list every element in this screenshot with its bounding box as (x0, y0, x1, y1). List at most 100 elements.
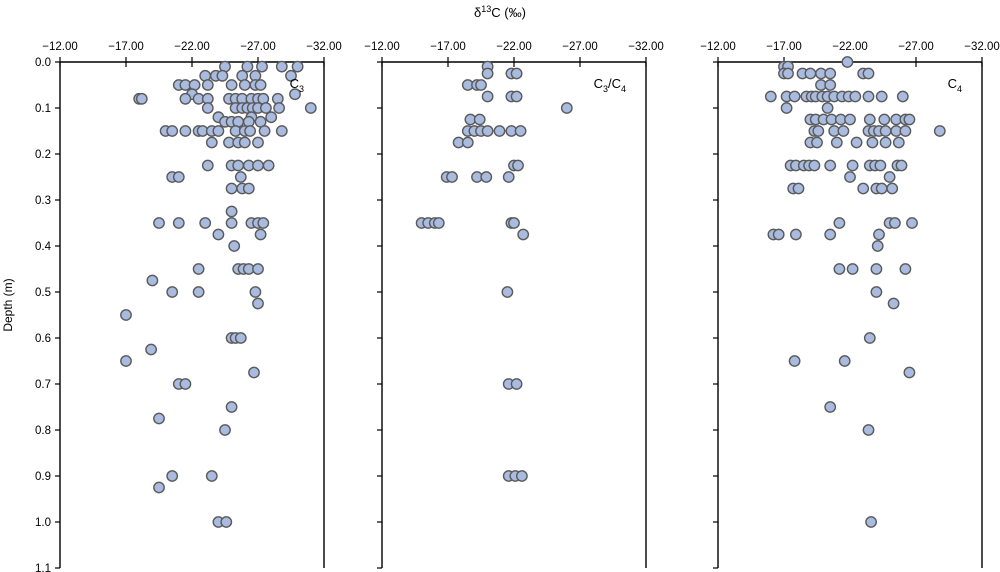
y-tick-label: 0.9 (35, 471, 51, 483)
panels-layer: −12.00 −17.00 −22.00 −27.00 −32.00 0.0 0.1 0.2 0… (35, 41, 1000, 572)
data-point (153, 412, 165, 425)
data-point (481, 67, 494, 80)
data-point (242, 182, 255, 195)
data-point (830, 136, 843, 149)
data-point (199, 217, 212, 229)
data-point (510, 67, 523, 80)
data-point (886, 182, 899, 195)
data-point (244, 125, 257, 137)
y-tick-label: 0.4 (35, 241, 52, 253)
data-point (772, 228, 785, 241)
data-point (804, 67, 817, 80)
data-point (782, 67, 794, 80)
data-point (863, 113, 876, 126)
data-point (172, 171, 185, 183)
data-point (510, 378, 523, 390)
data-point (201, 159, 214, 172)
data-point (304, 102, 317, 114)
data-point (560, 102, 573, 114)
x-tick-label: −12.00 (364, 41, 400, 53)
data-point (514, 125, 527, 137)
data-point (874, 159, 887, 172)
x-tick-label: −32.00 (628, 41, 664, 53)
x-tick-label: −12.00 (42, 41, 78, 53)
panel-label-main: C (948, 76, 957, 91)
data-point (254, 79, 267, 91)
data-point (232, 159, 245, 172)
data-point (512, 159, 524, 172)
data-point (179, 378, 192, 390)
data-point (812, 125, 825, 137)
data-point (833, 217, 846, 229)
data-point (870, 286, 883, 298)
data-point (903, 113, 916, 126)
x-tick-label: −17.00 (430, 41, 466, 53)
data-point (135, 92, 148, 105)
data-point (493, 125, 506, 137)
data-point (241, 60, 254, 73)
data-point (899, 125, 912, 137)
data-point (501, 286, 514, 298)
data-point (120, 355, 132, 367)
data-point (473, 113, 486, 126)
data-point (225, 401, 238, 413)
x-tick-label: −22.00 (496, 41, 532, 53)
data-point (896, 90, 909, 103)
data-point (238, 79, 251, 91)
data-point (821, 102, 834, 114)
data-point (862, 67, 875, 80)
data-point (857, 182, 870, 195)
data-point (873, 228, 885, 241)
data-point (285, 69, 297, 82)
data-point (899, 263, 912, 275)
y-tick-label: 0.1 (35, 103, 51, 115)
x-tick-label: −27.00 (240, 41, 276, 53)
data-point (446, 171, 458, 183)
data-point (875, 182, 888, 195)
data-point (201, 79, 214, 91)
data-point (205, 470, 218, 482)
x-tick-label: −22.00 (832, 41, 868, 53)
data-point (262, 159, 275, 172)
data-point (432, 217, 445, 229)
panel-label: C3/C4 (594, 76, 626, 94)
data-point (887, 297, 900, 310)
data-point (838, 355, 851, 367)
data-point (254, 228, 267, 241)
data-point (201, 102, 214, 114)
data-point (824, 401, 837, 413)
data-point (866, 136, 879, 149)
data-point (166, 470, 179, 482)
data-point (481, 125, 494, 137)
data-point (225, 205, 238, 218)
data-point (844, 171, 856, 183)
data-point (811, 136, 823, 149)
data-point (883, 171, 896, 183)
panel-label: C4 (948, 76, 962, 94)
chart-title-main: δ (474, 5, 481, 20)
y-tick-label: 0.7 (35, 379, 51, 391)
data-point (889, 217, 901, 229)
data-point (862, 424, 875, 436)
data-point (275, 60, 288, 73)
data-point (192, 263, 205, 275)
x-tick-label: −27.00 (562, 41, 598, 53)
y-tick-label: 0.2 (35, 149, 51, 161)
data-point (879, 136, 892, 149)
data-point (481, 90, 494, 103)
data-point (824, 159, 837, 172)
data-point (166, 125, 179, 137)
data-point (153, 217, 165, 229)
data-point (865, 516, 877, 528)
y-tick-label: 1.1 (35, 563, 51, 572)
data-point (764, 90, 777, 103)
data-point (153, 481, 165, 494)
data-point (166, 286, 179, 298)
data-point (895, 159, 908, 172)
x-tick-label: −12.00 (700, 41, 736, 53)
data-point (265, 111, 278, 124)
data-point (790, 228, 802, 241)
y-tick-label: 0.5 (35, 287, 51, 299)
data-point (849, 90, 862, 103)
